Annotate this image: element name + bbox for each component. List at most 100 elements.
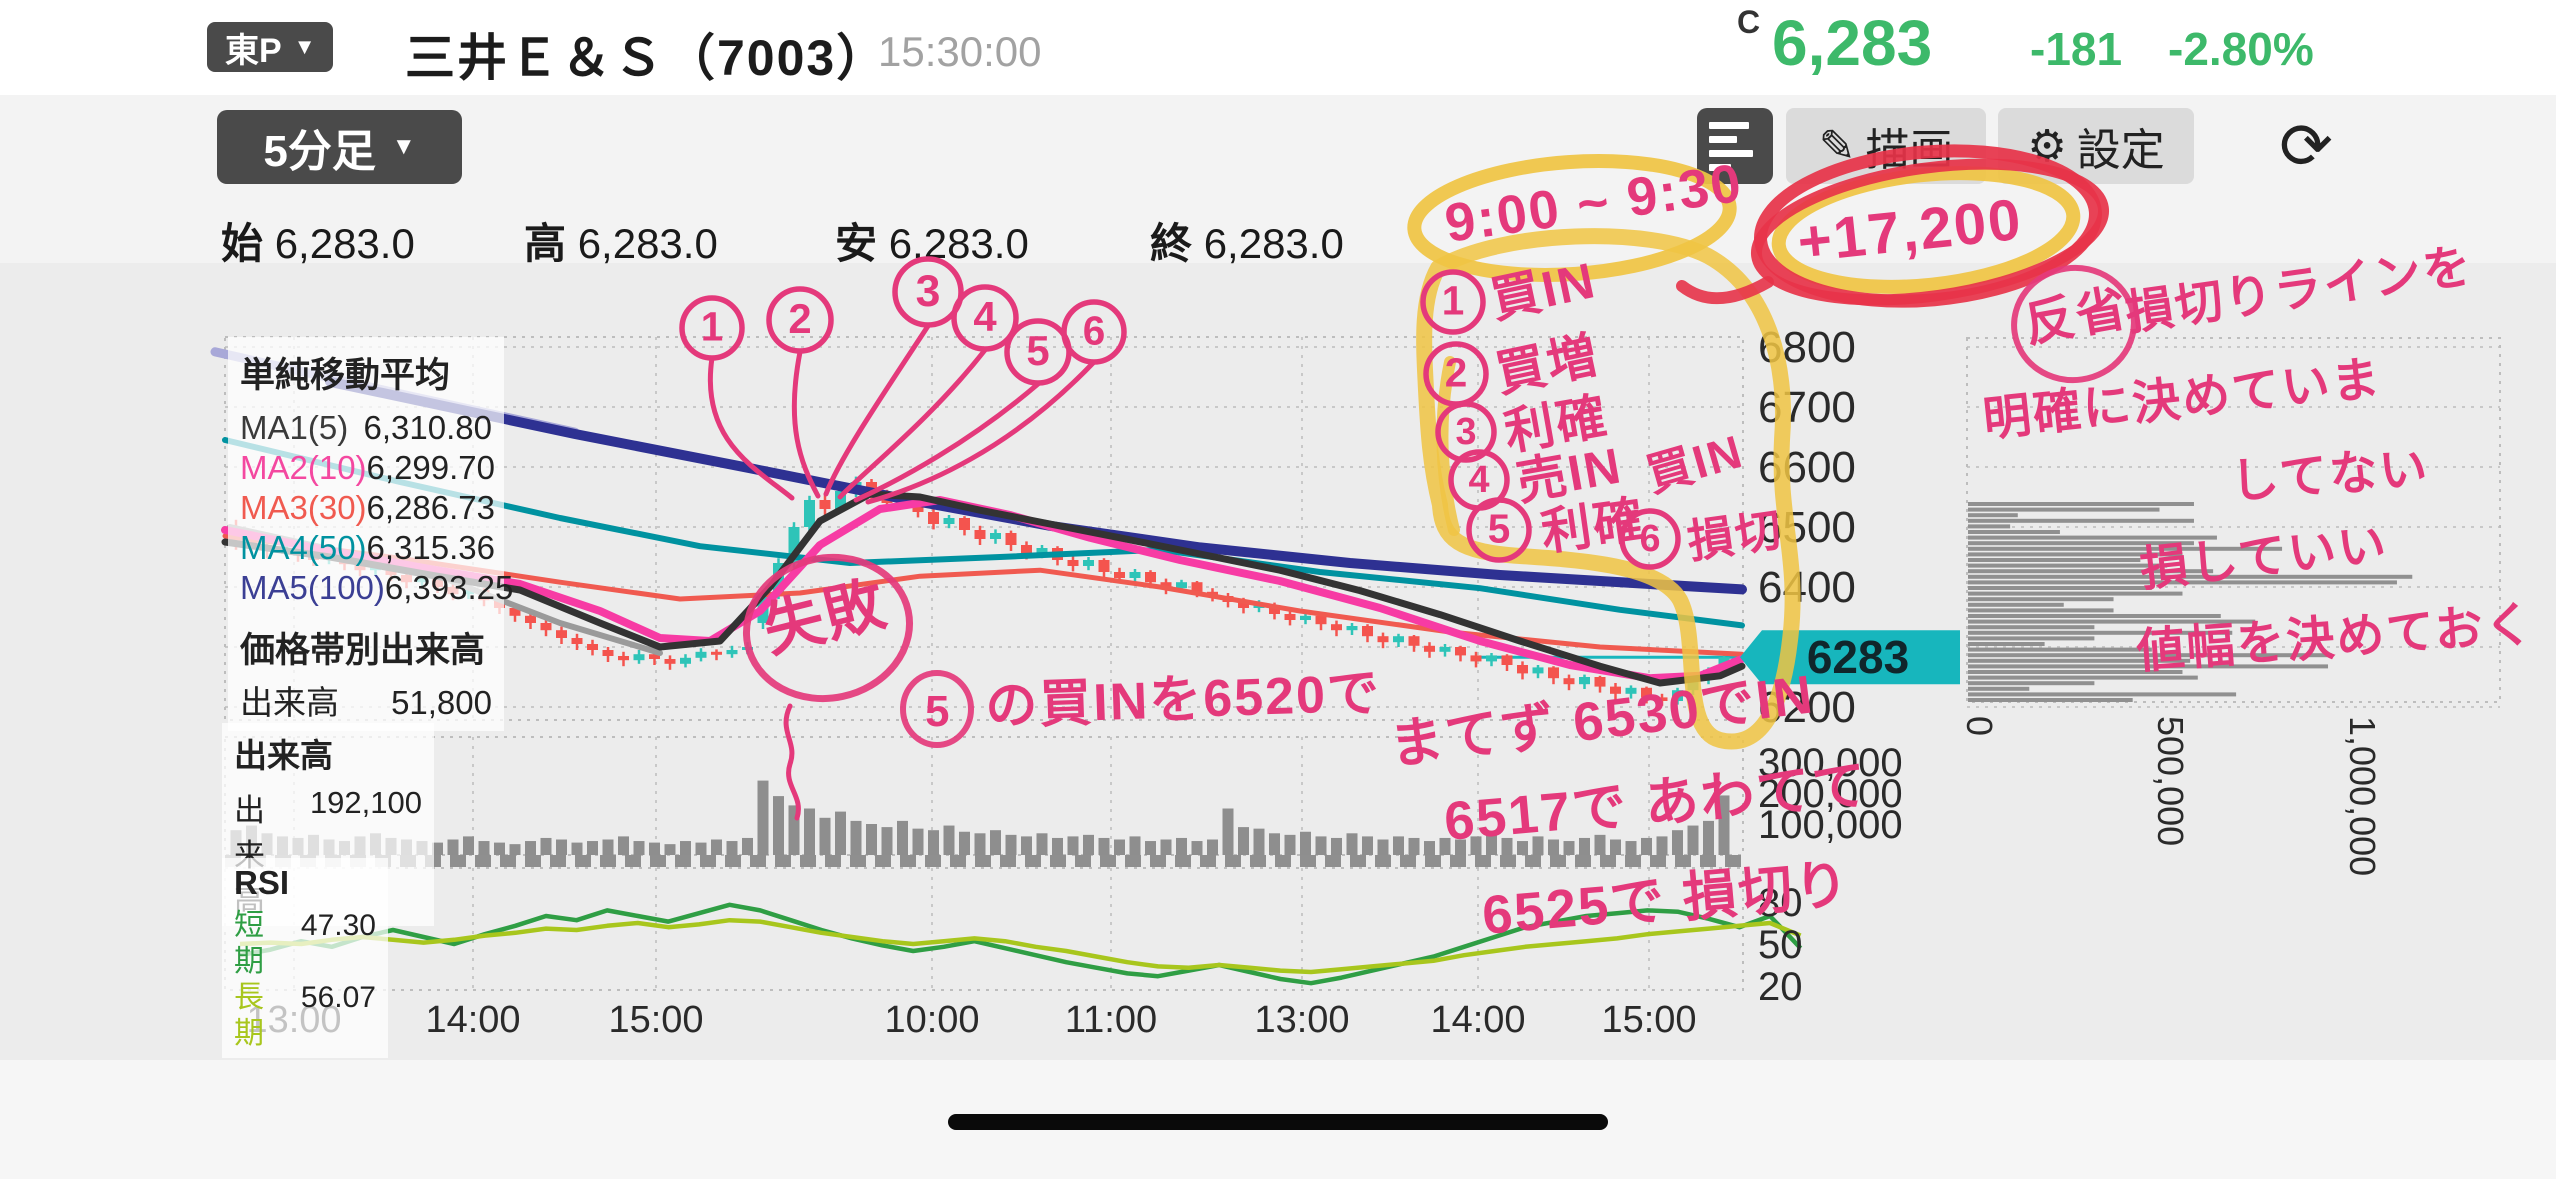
volume-bar bbox=[866, 824, 877, 855]
volume-bar bbox=[1191, 841, 1203, 855]
candle-body bbox=[1625, 687, 1637, 694]
rsi-long-row: 長期 56.07 bbox=[234, 981, 376, 1050]
volume-bar bbox=[432, 842, 443, 855]
volume-profile-bar bbox=[1968, 681, 2095, 686]
volume-bar bbox=[1641, 837, 1652, 855]
volume-bar bbox=[1176, 837, 1187, 855]
volume-profile-bar bbox=[1968, 619, 2256, 624]
settings-button[interactable]: ⚙ 設定 bbox=[1998, 108, 2194, 184]
volume-bar bbox=[819, 817, 831, 855]
volume-profile-bar bbox=[1968, 664, 2329, 669]
candle-body bbox=[1300, 615, 1311, 620]
volume-profile-bar bbox=[1968, 642, 2045, 646]
candle-body bbox=[540, 623, 552, 631]
time-tick-label: 10:00 bbox=[884, 999, 979, 1041]
volume-profile-toggle-button[interactable] bbox=[1697, 108, 1773, 184]
volume-bar bbox=[1160, 839, 1172, 855]
volume-profile-bar bbox=[1968, 518, 2194, 523]
volume-profile-bar bbox=[1968, 513, 2018, 518]
rsi-tick-label: 20 bbox=[1758, 965, 1803, 1009]
price-tick-label: 6400 bbox=[1758, 563, 1856, 612]
candle-body bbox=[788, 527, 800, 563]
volume-bar bbox=[618, 836, 629, 855]
candle-body bbox=[1160, 582, 1172, 589]
candle-body bbox=[1346, 626, 1358, 631]
volume-bar bbox=[1362, 836, 1373, 855]
volume-bar bbox=[1672, 830, 1683, 855]
candle-body bbox=[509, 608, 521, 616]
volume-profile-bar bbox=[1968, 535, 2217, 540]
volume-profile-bar bbox=[1968, 502, 2194, 506]
volume-bar bbox=[1625, 841, 1637, 855]
volume-bar bbox=[540, 837, 552, 855]
volume-profile-bar bbox=[1968, 675, 2198, 680]
candle-body bbox=[1145, 572, 1156, 583]
candle-body bbox=[990, 533, 1001, 539]
volume-profile-bar bbox=[1968, 574, 2413, 579]
volume-bar bbox=[835, 811, 846, 855]
market-badge[interactable]: 東P ▼ bbox=[207, 22, 334, 72]
gear-icon: ⚙ bbox=[2027, 121, 2067, 171]
settings-button-label: 設定 bbox=[2076, 126, 2165, 175]
volume-bar bbox=[1067, 836, 1079, 855]
rsi-tick-label: 80 bbox=[1758, 881, 1803, 925]
candle-body bbox=[1532, 667, 1544, 674]
candle-body bbox=[943, 518, 955, 524]
volume-bar bbox=[1284, 834, 1296, 855]
volume-legend-title: 出来高 bbox=[234, 737, 333, 774]
timeframe-button[interactable]: 5分足 ▼ bbox=[217, 110, 462, 184]
time-tick-label: 11:00 bbox=[1065, 999, 1157, 1041]
volume-bar bbox=[881, 827, 893, 855]
current-price: 6,283 bbox=[1772, 7, 1933, 79]
price-change: -181 bbox=[2030, 23, 2123, 75]
candle-body bbox=[664, 659, 676, 664]
volume-bar bbox=[1656, 836, 1668, 855]
candle-body bbox=[711, 651, 722, 655]
draw-button[interactable]: ✎ 描画 bbox=[1786, 108, 1986, 184]
volume-bar bbox=[1687, 825, 1699, 855]
volume-bar bbox=[974, 833, 986, 855]
rsi-tick-label: 50 bbox=[1758, 923, 1803, 967]
volume-bar bbox=[1253, 828, 1265, 855]
volume-bar bbox=[1269, 833, 1280, 855]
volume-profile-bar bbox=[1968, 586, 2152, 590]
quote-timestamp: 15:30:00 bbox=[878, 28, 1042, 75]
candle-body bbox=[1424, 645, 1435, 652]
volume-bar bbox=[1393, 836, 1404, 855]
candle-body bbox=[1641, 687, 1652, 698]
price-change-percent: -2.80% bbox=[2168, 23, 2314, 75]
ohlc-open: 始 6,283.0 bbox=[221, 220, 415, 267]
candle-body bbox=[571, 638, 583, 644]
candle-body bbox=[1548, 667, 1559, 679]
profile-axis-label: 500,000 bbox=[2150, 716, 2191, 846]
price-tick-label: 6600 bbox=[1758, 443, 1856, 492]
refresh-icon[interactable]: ⟳ bbox=[2279, 109, 2333, 182]
price-tick-label: 6500 bbox=[1758, 503, 1856, 552]
volume-bar bbox=[928, 830, 939, 855]
candle-body bbox=[525, 615, 536, 623]
volume-profile-bar bbox=[1968, 670, 2183, 674]
market-badge-label: 東P bbox=[225, 31, 282, 70]
price-tick-label: 6700 bbox=[1758, 383, 1856, 432]
candle-body bbox=[1176, 582, 1187, 589]
candle-body bbox=[1284, 614, 1296, 620]
volume-profile-bars bbox=[1968, 502, 2413, 702]
candle-body bbox=[1439, 647, 1451, 652]
chevron-down-icon: ▼ bbox=[391, 133, 416, 160]
volume-profile-bar bbox=[1968, 552, 2183, 557]
volume-bar bbox=[571, 842, 583, 855]
home-indicator-bar[interactable] bbox=[948, 1114, 1608, 1130]
candle-body bbox=[1579, 677, 1590, 685]
candle-body bbox=[928, 512, 939, 524]
candle-body bbox=[1470, 655, 1482, 662]
candle-body bbox=[618, 656, 629, 661]
volume-bar bbox=[1021, 836, 1032, 855]
candle-body bbox=[695, 651, 707, 658]
volume-bar bbox=[525, 841, 536, 855]
candle-body bbox=[649, 654, 660, 659]
volume-bar bbox=[1455, 839, 1466, 855]
volume-bar bbox=[1610, 839, 1621, 855]
volume-bar bbox=[556, 839, 567, 855]
volume-bar bbox=[1346, 833, 1358, 855]
volume-bar bbox=[1532, 836, 1544, 855]
